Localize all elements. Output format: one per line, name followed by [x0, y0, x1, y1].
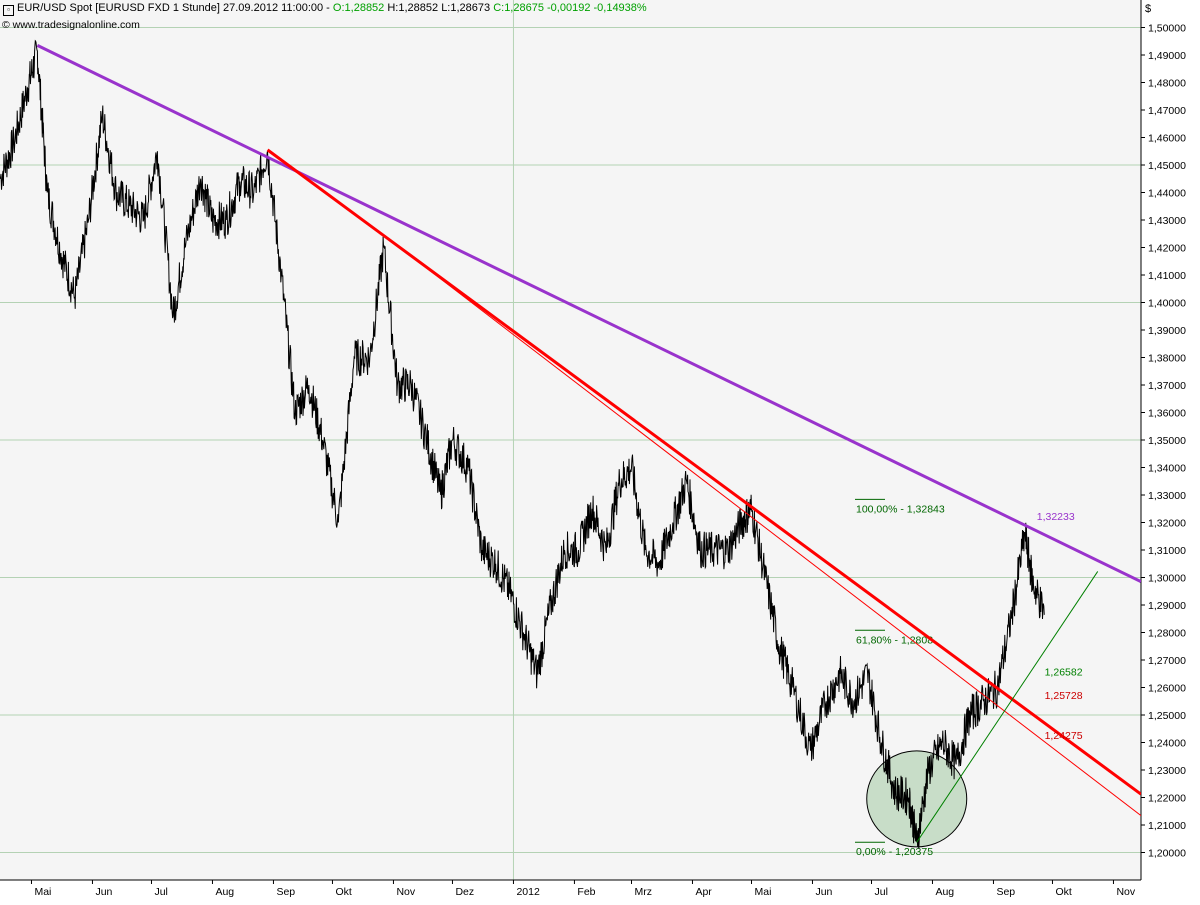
y-tick-label: 1,23000 [1148, 765, 1186, 777]
y-tick-label: 1,32000 [1148, 518, 1186, 530]
highlight-circle [866, 750, 968, 848]
y-tick-label: 1,20000 [1148, 848, 1186, 860]
y-tick-label: 1,33000 [1148, 490, 1186, 502]
y-tick-label: 1,36000 [1148, 408, 1186, 420]
trendline [916, 571, 1099, 843]
y-tick-label: 1,48000 [1148, 78, 1186, 90]
open-value: O:1,28852 [332, 2, 385, 14]
y-tick-label: 1,37000 [1148, 380, 1186, 392]
instrument-label: EUR/USD Spot [EURUSD FXD 1 Stunde] 27.09… [17, 2, 330, 14]
x-tick-label: Sep [996, 886, 1015, 898]
x-tick-label: Jun [95, 886, 112, 898]
y-tick-label: 1,24000 [1148, 738, 1186, 750]
y-tick-label: 1,50000 [1148, 23, 1186, 35]
y-tick-label: 1,22000 [1148, 793, 1186, 805]
x-tick-label: Dez [455, 886, 474, 898]
x-tick-label: Okt [335, 886, 351, 898]
high-value: H:1,28852 [387, 2, 439, 14]
close-change-value: C:1,28675 -0,00192 -0,14938% [493, 2, 647, 14]
y-tick-label: 1,39000 [1148, 325, 1186, 337]
x-tick-label: 2012 [516, 886, 540, 898]
x-tick-label: Feb [577, 886, 595, 898]
chart-header: ▫ EUR/USD Spot [EURUSD FXD 1 Stunde] 27.0… [0, 2, 647, 18]
y-tick-label: 1,42000 [1148, 243, 1186, 255]
price-series-line [0, 39, 1045, 849]
currency-label: $ [1145, 3, 1152, 15]
price-annotation: 1,26582 [1045, 667, 1083, 679]
y-tick-label: 1,29000 [1148, 600, 1186, 612]
low-value: L:1,28673 [441, 2, 491, 14]
y-tick-label: 1,21000 [1148, 820, 1186, 832]
y-tick-label: 1,43000 [1148, 215, 1186, 227]
y-tick-label: 1,27000 [1148, 655, 1186, 667]
y-tick-label: 1,25000 [1148, 710, 1186, 722]
x-tick-label: Nov [396, 886, 415, 898]
source-credit: © www.tradesignalonline.com [2, 19, 140, 31]
y-tick-label: 1,40000 [1148, 298, 1186, 310]
y-tick-label: 1,44000 [1148, 188, 1186, 200]
y-tick-label: 1,46000 [1148, 133, 1186, 145]
x-tick-label: Sep [276, 886, 295, 898]
expand-icon[interactable]: ▫ [3, 5, 14, 16]
price-annotation: 1,32233 [1037, 511, 1075, 523]
y-tick-label: 1,47000 [1148, 105, 1186, 117]
trendline [36, 44, 1141, 583]
price-annotation: 1,24275 [1045, 730, 1083, 742]
y-tick-label: 1,30000 [1148, 573, 1186, 585]
x-tick-label: Mai [754, 886, 771, 898]
fib-level-label: 0,00% - 1,20375 [856, 846, 933, 858]
y-tick-label: 1,41000 [1148, 270, 1186, 282]
fib-level-label: 61,80% - 1,2808 [856, 634, 933, 646]
price-annotation: 1,25728 [1045, 690, 1083, 702]
x-tick-label: Jun [815, 886, 832, 898]
trendline [383, 234, 1141, 817]
y-tick-label: 1,38000 [1148, 353, 1186, 365]
y-tick-label: 1,49000 [1148, 50, 1186, 62]
y-tick-label: 1,28000 [1148, 628, 1186, 640]
x-tick-label: Apr [695, 886, 712, 898]
fib-level-label: 100,00% - 1,32843 [856, 503, 945, 515]
y-tick-label: 1,35000 [1148, 435, 1186, 447]
x-tick-label: Aug [935, 886, 954, 898]
x-tick-label: Mai [34, 886, 51, 898]
plot-layer: 100,00% - 1,32843 61,80% - 1,2808 0,00% - … [0, 39, 1141, 858]
y-tick-label: 1,45000 [1148, 160, 1186, 172]
y-tick-label: 1,31000 [1148, 545, 1186, 557]
x-tick-label: Nov [1116, 886, 1135, 898]
x-tick-label: Jul [154, 886, 167, 898]
x-tick-label: Jul [874, 886, 887, 898]
x-tick-label: Mrz [634, 886, 652, 898]
y-tick-label: 1,26000 [1148, 683, 1186, 695]
x-tick-label: Aug [215, 886, 234, 898]
y-tick-label: 1,34000 [1148, 463, 1186, 475]
x-tick-label: Okt [1055, 886, 1071, 898]
